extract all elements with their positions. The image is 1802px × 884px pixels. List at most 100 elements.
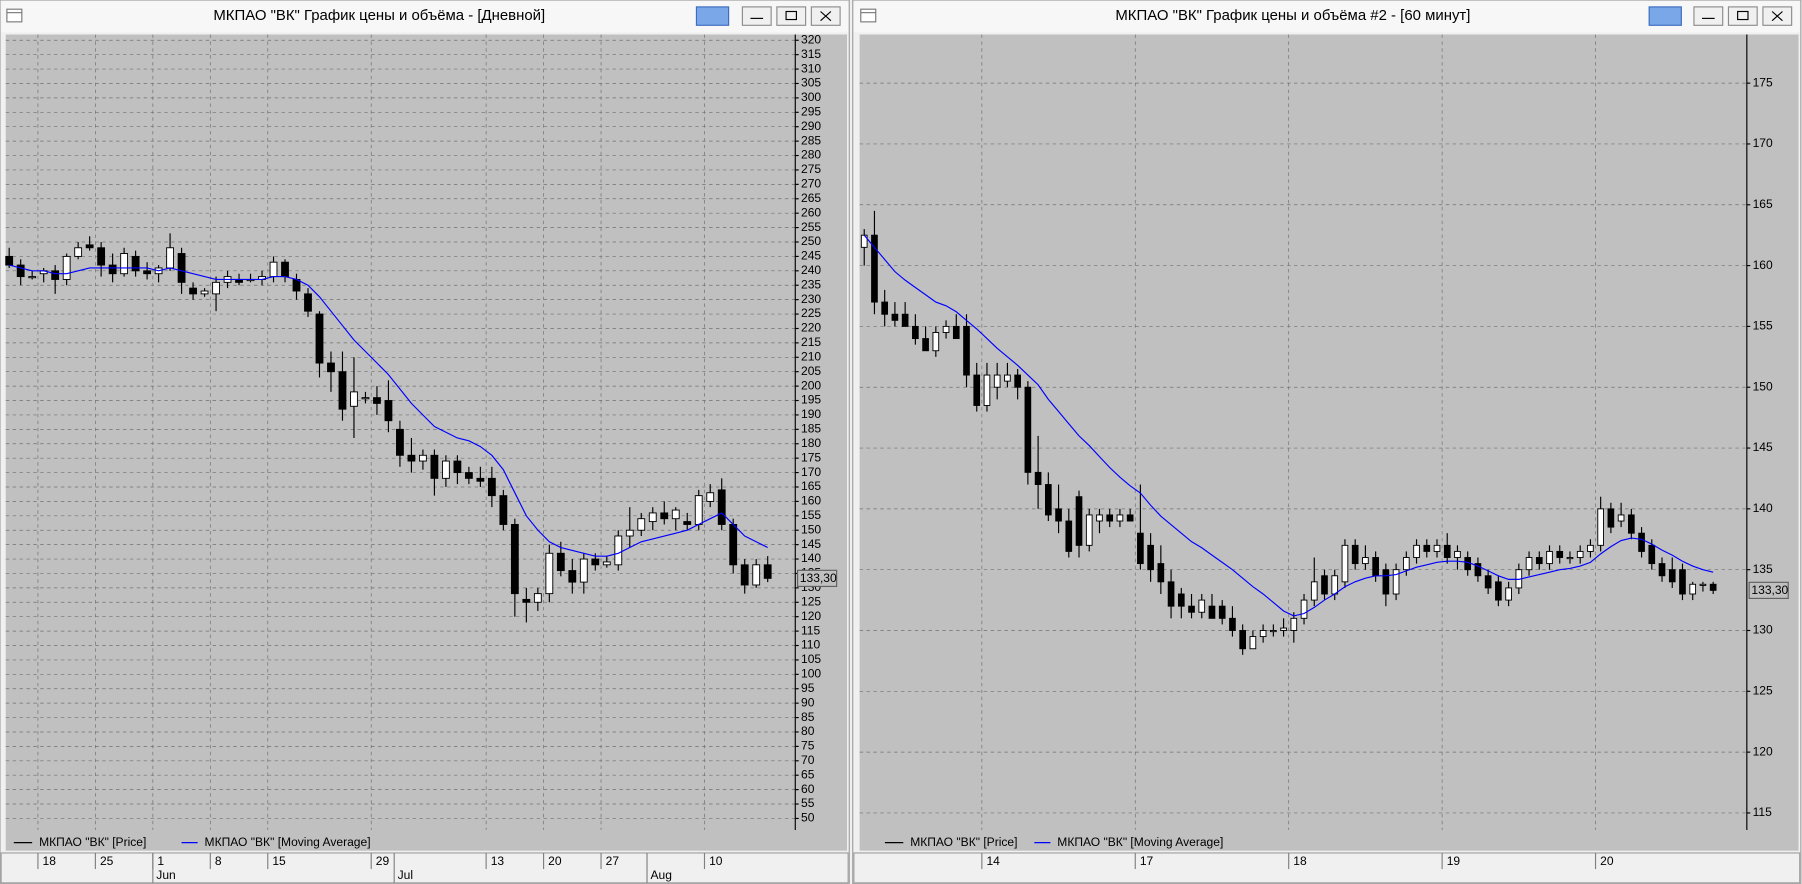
minimize-button[interactable] [741, 6, 772, 26]
restore-icon [1737, 10, 1749, 21]
month-label: Aug [650, 868, 671, 882]
candle-body [729, 523, 738, 566]
candle-body [1607, 508, 1615, 528]
candle-body [1443, 544, 1451, 558]
candle-body [1495, 581, 1502, 601]
x-tick-label: 18 [1293, 854, 1307, 868]
y-tick-label: 165 [801, 479, 821, 493]
candle-body [1617, 514, 1625, 522]
y-tick-label: 105 [801, 652, 821, 666]
candle-body [942, 325, 950, 333]
y-tick-label: 140 [801, 551, 821, 565]
y-tick-label: 60 [801, 782, 815, 796]
candle-body [752, 564, 761, 586]
y-tick-label: 70 [801, 753, 815, 767]
x-tick-label: 25 [100, 854, 114, 868]
candle-body [952, 325, 960, 340]
window-title: МКПАО "ВК" График цены и объёма #2 - [60… [1115, 7, 1470, 24]
candle-body [338, 371, 347, 410]
candle-body [16, 264, 25, 278]
candle-body [189, 287, 197, 295]
y-tick-label: 305 [801, 76, 821, 90]
candle-body [614, 535, 623, 566]
y-tick-label: 265 [801, 191, 821, 205]
candle-body [591, 558, 600, 566]
candle-body [1157, 563, 1165, 583]
y-tick-label: 245 [801, 249, 821, 263]
candle-body [5, 255, 14, 266]
candle-body [1300, 599, 1308, 619]
candle-body [407, 454, 416, 462]
candle-body [1525, 557, 1533, 571]
y-tick-label: 65 [801, 767, 815, 781]
candle-body [671, 509, 680, 520]
candle-body [373, 397, 381, 404]
restore-button[interactable] [1727, 6, 1758, 26]
candle-body [1198, 599, 1206, 613]
y-tick-label: 115 [1753, 805, 1773, 819]
y-tick-label: 315 [801, 47, 821, 61]
y-tick-label: 145 [1753, 440, 1773, 454]
candle-body [1638, 532, 1645, 552]
y-tick-label: 55 [801, 796, 815, 810]
minimize-button[interactable] [1693, 6, 1724, 26]
candle-body [510, 523, 519, 595]
candle-body [1085, 514, 1093, 546]
x-tick-label: 27 [606, 854, 620, 868]
last-price-label: 133,30 [800, 571, 837, 585]
link-button[interactable] [1648, 6, 1682, 26]
candle-body [963, 325, 970, 376]
candle-body [1648, 544, 1656, 565]
candle-body [1689, 583, 1697, 595]
candle-body [1392, 569, 1400, 595]
candle-body [1014, 374, 1021, 388]
legend-label: МКПАО "ВК" [Price] [39, 835, 146, 849]
candle-body [1474, 563, 1482, 577]
candle-body [694, 495, 703, 525]
candle-body [131, 255, 140, 272]
candle-body [1167, 581, 1175, 607]
moving-average-line [863, 234, 1714, 617]
y-tick-label: 140 [1753, 501, 1773, 515]
candle-body [1556, 550, 1564, 558]
x-tick-label: 10 [709, 854, 723, 868]
y-tick-label: 145 [801, 537, 821, 551]
candle-body [1229, 617, 1236, 631]
candle-body [1188, 605, 1195, 613]
y-tick-label: 155 [801, 508, 821, 522]
y-tick-label: 260 [801, 205, 821, 219]
legend-label: МКПАО "ВК" [Price] [910, 835, 1017, 849]
y-tick-label: 210 [801, 349, 821, 363]
candle-body [1137, 532, 1144, 565]
y-tick-label: 235 [801, 277, 821, 291]
y-tick-label: 120 [1753, 744, 1773, 758]
candle-body [315, 313, 324, 364]
y-tick-label: 85 [801, 710, 815, 724]
y-tick-label: 220 [801, 321, 821, 335]
candle-body [1321, 575, 1328, 595]
candle-body [1597, 508, 1604, 546]
candle-body [108, 264, 117, 275]
candle-body [361, 397, 370, 400]
y-tick-label: 100 [801, 667, 821, 681]
y-tick-label: 275 [801, 162, 821, 176]
y-tick-label: 175 [1753, 75, 1773, 89]
y-tick-label: 120 [801, 609, 821, 623]
x-tick-label: 1 [157, 854, 164, 868]
candle-body [212, 281, 220, 295]
candle-body [1679, 569, 1686, 595]
candle-body [1259, 630, 1267, 638]
y-tick-label: 225 [801, 306, 821, 320]
candle-body [1668, 569, 1676, 583]
candle-body [1280, 627, 1287, 631]
y-tick-label: 125 [801, 594, 821, 608]
candle-body [556, 552, 565, 572]
restore-button[interactable] [776, 6, 807, 26]
candle-body [1576, 550, 1584, 558]
link-button[interactable] [695, 6, 730, 26]
candle-body [1065, 520, 1073, 552]
candle-body [28, 276, 37, 279]
candle-body [1546, 550, 1553, 565]
candle-body [304, 293, 312, 312]
y-tick-label: 215 [801, 335, 821, 349]
